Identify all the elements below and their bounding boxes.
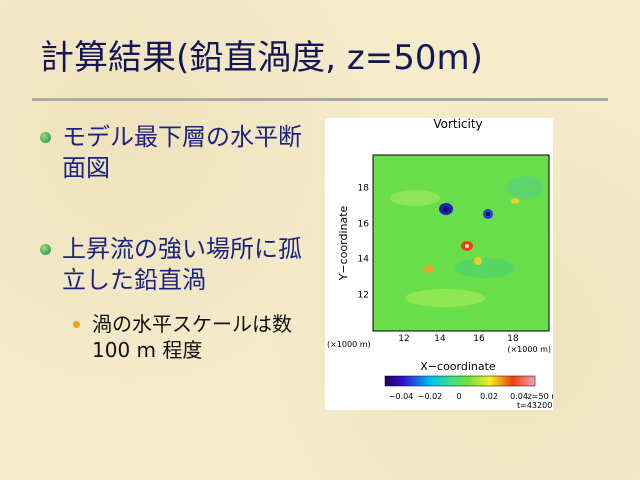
y-unit-label: (×1000 m) [327,340,371,349]
x-tick-label: 12 [398,334,409,344]
plot-frame [372,154,550,332]
y-tick-label: 16 [358,220,370,230]
x-tick-label: 14 [434,334,446,344]
info-text: z=50 m [528,392,553,401]
y-tick-label: 14 [358,255,370,265]
figure-title: Vorticity [433,118,482,131]
y-axis-label: Y−coordinate [337,205,350,281]
vorticity-field [373,155,549,331]
colorbar-tick-label: −0.02 [418,392,443,401]
x-unit-label: (×1000 m) [507,345,551,354]
title-rule [32,98,608,101]
colorbar-tick-label: 0 [456,392,461,401]
bullet-text: 上昇流の強い場所に孤立した鉛直渦 [62,235,302,294]
sub-bullet-marker [73,321,80,328]
sub-bullet-text: 渦の水平スケールは数 100 m 程度 [92,312,292,362]
x-tick-label: 18 [507,334,519,344]
colorbar [384,375,536,387]
y-tick-label: 18 [358,184,370,194]
bullet-marker [40,132,51,143]
info-text: t=43200 s [517,401,553,410]
colorbar-tick-label: −0.04 [389,392,414,401]
x-axis-label: X−coordinate [420,360,496,373]
colorbar-tick-label: 0.04 [510,392,528,401]
bullet-text: モデル最下層の水平断面図 [62,123,302,182]
x-tick-label: 16 [473,334,485,344]
y-tick-label: 12 [358,291,369,301]
slide-title: 計算結果(鉛直渦度, z=50m) [40,38,483,78]
bullet-marker [40,244,51,255]
figure: Vorticity Y−coordinate 18 16 14 12 12 14… [325,118,553,410]
colorbar-tick-label: 0.02 [480,392,498,401]
